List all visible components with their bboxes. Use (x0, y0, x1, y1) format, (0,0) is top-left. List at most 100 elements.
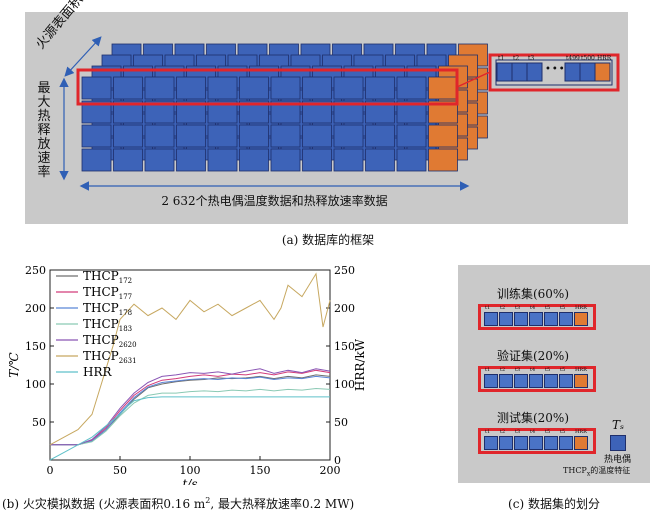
cube-front (113, 124, 143, 148)
mini-block-label: t1 (485, 429, 491, 435)
mini-block-label: t4 (530, 305, 536, 311)
cube-front (144, 76, 175, 100)
mini-block-label: t5 (560, 305, 566, 311)
mini-block-label: t4 (530, 367, 536, 373)
cube-front (428, 148, 458, 172)
mini-block-label: t5 (560, 429, 566, 435)
callout-label-t499: t499 (566, 55, 580, 62)
legend-label: HRR (83, 365, 113, 379)
caption-b: (b) 火灾模拟数据 (火源表面积0.16 m2, 最大热释放速率0.2 MW) (2, 496, 355, 511)
cube-front (239, 124, 269, 148)
mini-block (484, 312, 498, 326)
cube-front (396, 100, 427, 124)
mini-block (499, 312, 513, 326)
x-tick-label: 200 (320, 464, 341, 477)
y-right-tick-label: 250 (334, 264, 355, 277)
cube-front (396, 76, 427, 100)
cube-front (176, 148, 206, 172)
cube-front (428, 124, 458, 148)
x-axis-label: t/s (182, 477, 197, 485)
cube-front (113, 148, 143, 172)
callout-label-t2: t2 (513, 55, 520, 62)
mini-block-label: HRR (575, 429, 587, 435)
mini-block (559, 436, 573, 450)
callout-ellipsis: ••• (545, 64, 566, 75)
y-right-tick-label: 150 (334, 340, 355, 353)
callout-box (488, 53, 620, 92)
mini-block-label: t3 (515, 305, 521, 311)
mini-block-label: t5 (545, 305, 551, 311)
legend-label: THCP177 (83, 285, 132, 301)
y-left-tick-label: 150 (25, 340, 46, 353)
caption-c: (c) 数据集的划分 (508, 497, 600, 511)
mini-block-hrr (574, 312, 588, 326)
cube-front (302, 100, 332, 124)
callout-label-t500: t500 (581, 55, 595, 62)
cube-front (239, 100, 269, 124)
panel-a-diagram (59, 36, 620, 191)
dataset-size-label: 2 632个热电偶温度数据和热释放速率数据 (161, 194, 388, 208)
cube-front (396, 148, 427, 172)
x-tick-label: 0 (47, 464, 54, 477)
legend-thermocouple-block (610, 435, 626, 451)
series-line-THCP178 (50, 375, 331, 446)
callout-connector (456, 71, 491, 88)
mini-block (514, 436, 528, 450)
mini-block-label: t3 (515, 367, 521, 373)
mini-block-label: t2 (500, 367, 506, 373)
mini-block (559, 312, 573, 326)
y-right-tick-label: 100 (334, 378, 355, 391)
test-set-label: 测试集(20%) (496, 411, 570, 425)
mini-block-label: t5 (545, 429, 551, 435)
caption-a: (a) 数据库的框架 (281, 233, 375, 247)
validation-set-label: 验证集(20%) (496, 349, 570, 363)
mini-block-label: t4 (530, 429, 536, 435)
cube-front (302, 148, 332, 172)
legend-label: THCP2620 (83, 333, 137, 349)
mini-block (499, 374, 513, 388)
mini-block (529, 374, 543, 388)
cube-front (81, 100, 112, 124)
max-hrr-label: 最大热释放速率 (37, 81, 51, 180)
cube-front (270, 124, 301, 148)
y-right-tick-label: 200 (334, 302, 355, 315)
cube-front (144, 124, 175, 148)
mini-block (514, 312, 528, 326)
mini-block (544, 312, 558, 326)
cube-front (365, 148, 395, 172)
cube-front (81, 124, 112, 148)
y-right-axis-label: HRR/kW (353, 338, 367, 391)
cube-front (270, 100, 301, 124)
callout-label-t1: t1 (498, 55, 505, 62)
mini-block-label: t3 (515, 429, 521, 435)
legend-label: THCP172 (83, 269, 132, 285)
y-left-tick-label: 200 (25, 302, 46, 315)
mini-block-label: t5 (560, 367, 566, 373)
x-tick-label: 50 (113, 464, 127, 477)
cube-front (81, 148, 112, 172)
ts-label: Tₛ (612, 418, 625, 432)
mini-block (514, 374, 528, 388)
series-line-THCP183 (50, 388, 331, 446)
cube-front (396, 124, 427, 148)
y-left-axis-label: T/℃ (7, 352, 21, 378)
series-line-THCP2631 (49, 272, 331, 446)
mini-block-label: t5 (545, 367, 551, 373)
mini-block (529, 312, 543, 326)
x-tick-label: 100 (180, 464, 201, 477)
legend-label: THCP2631 (83, 349, 137, 365)
mini-block (484, 374, 498, 388)
cube-front (207, 124, 238, 148)
cube-front (428, 100, 458, 124)
cube-front (365, 100, 395, 124)
thermocouple-label: 热电偶 (604, 455, 632, 465)
cube-front (239, 148, 269, 172)
mini-block (529, 436, 543, 450)
series-line-HRR (49, 396, 330, 461)
cube-front (207, 148, 238, 172)
cube-front (144, 100, 175, 124)
chart-svg: 0 50 100 150 200 50 100 150 200 250 0 50 100 150 200 25… (7, 264, 367, 485)
cube-front (302, 124, 332, 148)
train-set-label: 训练集(60%) (496, 287, 570, 301)
callout-label-hrr: HRR (597, 55, 612, 62)
